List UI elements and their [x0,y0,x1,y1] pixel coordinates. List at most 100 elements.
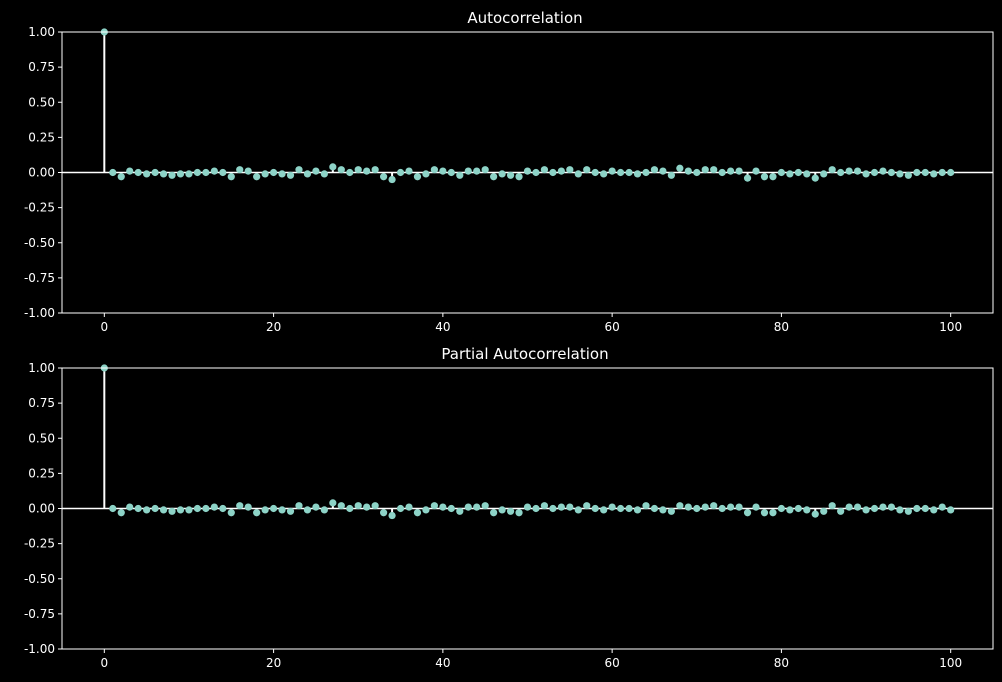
pacf-point [549,504,557,513]
acf-point [718,168,726,177]
acf-point [117,173,125,181]
pacf-point [363,503,371,511]
acf-point [862,170,870,178]
acf-point [820,170,828,178]
acf-point [380,173,388,181]
acf-point [134,168,142,177]
acf-y-tick-label: 0.00 [28,166,55,180]
pacf-point [210,503,218,511]
pacf-point [447,504,455,513]
acf-point [422,170,430,178]
acf-point [396,168,405,177]
pacf-point [727,503,735,511]
pacf-point [786,506,794,514]
pacf-point [777,504,786,513]
pacf-point [413,509,422,517]
pacf-point [633,506,642,514]
acf-y-tick-label: 0.50 [28,95,55,109]
acf-point [261,170,269,178]
pacf-point [337,502,345,510]
pacf-point [930,506,938,514]
pacf-axes: 1.00 0.75 0.50 0.25 0.00 -0.25 -0.50 -0.75 -1.00… [24,361,994,670]
pacf-point [752,503,760,511]
pacf-x-tick-label: 0 [100,656,108,670]
pacf-y-tick-label: 0.50 [28,431,55,445]
acf-point [303,170,312,178]
pacf-point [701,503,709,511]
pacf-point [117,509,125,517]
acf-point [921,168,929,177]
acf-point [591,168,599,177]
acf-point [210,167,218,175]
pacf-point [295,502,303,510]
acf-point [253,173,261,181]
pacf-point [473,503,481,511]
pacf-point [769,509,777,517]
pacf-point [202,504,210,513]
acf-point [760,173,769,181]
pacf-point [625,504,633,513]
pacf-point [938,503,946,511]
acf-point [803,170,811,178]
pacf-y-tick-label: 0.00 [28,502,55,516]
pacf-y-tick-label: -0.50 [24,572,55,586]
acf-point [947,168,955,177]
acf-point [659,167,667,175]
acf-point [710,166,718,174]
acf-point [667,171,675,179]
pacf-point [870,504,879,513]
acf-point [625,168,633,177]
pacf-point [193,504,202,513]
acf-point [439,167,447,175]
pacf-point [490,509,498,517]
acf-point [430,166,438,174]
acf-y-tick-label: -0.75 [24,271,55,285]
pacf-point [269,504,278,513]
pacf-point [904,507,912,515]
pacf-point [464,503,472,511]
acf-point [506,171,515,179]
pacf-point [684,503,692,511]
pacf-point [574,506,582,514]
pacf-y-tick-label: 0.25 [28,466,55,480]
acf-point [523,167,532,175]
acf-point [600,170,608,178]
acf-y-tick-label: -1.00 [24,306,55,320]
acf-point [650,166,659,174]
acf-point [371,166,379,174]
acf-point [159,170,168,178]
acf-point [464,167,472,175]
pacf-point [396,504,405,513]
pacf-y-tick-label: -0.25 [24,537,55,551]
pacf-point [828,502,836,510]
pacf-point [227,509,235,517]
pacf-point [515,509,523,517]
acf-point [896,170,904,178]
acf-title: Autocorrelation [467,9,582,27]
acf-point [363,167,371,175]
pacf-point [109,504,117,513]
pacf-point [151,504,159,513]
acf-x-tick-label: 60 [604,320,619,334]
pacf-point [735,503,743,511]
pacf-point [642,502,650,510]
pacf-panel: Partial Autocorrelation 1.00 0.75 0.50 0.25… [24,345,994,670]
acf-point [278,170,286,178]
acf-point [388,175,396,184]
pacf-point [481,502,489,510]
pacf-title: Partial Autocorrelation [441,345,608,363]
acf-point [676,164,684,172]
acf-point [879,167,887,175]
pacf-point [879,503,887,511]
pacf-point [286,507,295,515]
acf-point [735,167,743,175]
pacf-point [506,507,515,515]
pacf-point [667,507,675,515]
acf-point [126,167,134,175]
pacf-point [676,502,684,510]
pacf-point [566,503,574,511]
pacf-point [143,506,151,514]
pacf-marks [62,364,993,520]
pacf-x-tick-label: 20 [266,656,281,670]
pacf-point [820,507,828,515]
